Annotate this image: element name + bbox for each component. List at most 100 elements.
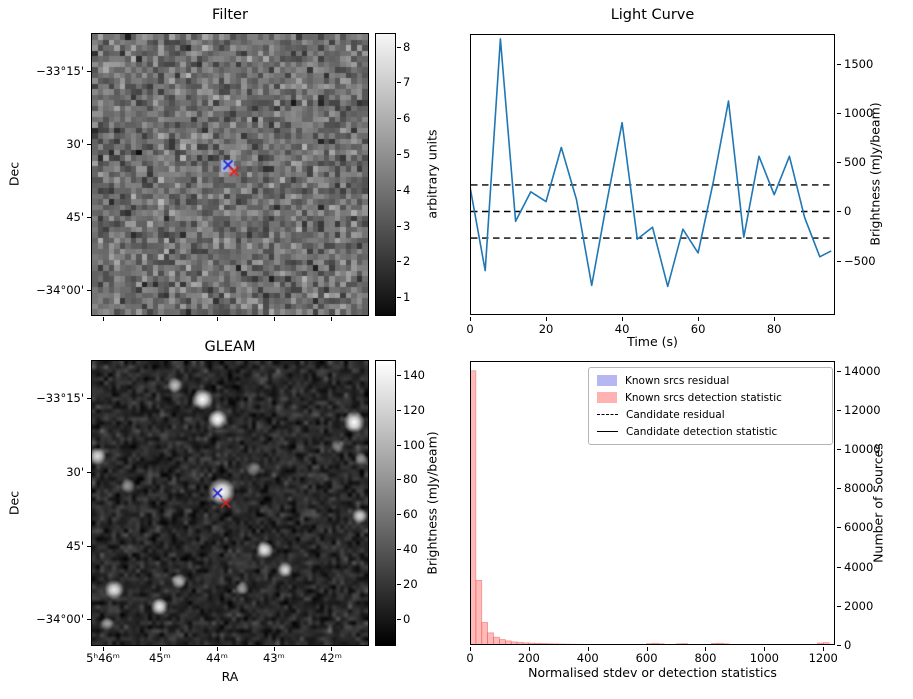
tick-mark [87,289,91,291]
gleam-xtick-label: 45ᵐ [148,651,171,665]
gleam-colorbar-label: Brightness (mJy/beam) [424,431,440,575]
tick-mark [837,645,841,646]
tick-mark [774,317,776,321]
filter-colorbar-tick-label: 8 [403,39,411,54]
histogram-xtick-label: 600 [635,651,658,665]
tick-mark [397,444,401,446]
histogram-ytick-label: 6000 [844,520,874,535]
gleam-ytick-label: 45' [66,538,84,553]
histogram-legend: Known srcs residual Known srcs detection… [588,367,833,445]
tick-mark [217,317,219,321]
histogram-ytick-label: 4000 [844,559,874,574]
legend-item: Known srcs residual [597,374,824,387]
tick-mark [470,647,471,651]
tick-mark [159,317,161,321]
gleam-colorbar-tick-label: 0 [403,611,411,626]
light-curve-ylabel: Brightness (mJy/beam) [867,102,883,246]
filter-colorbar-label: arbitrary units [424,129,440,219]
histogram-xtick-label: 0 [466,651,474,665]
light-curve-ytick-label: 1000 [844,105,874,120]
gleam-xtick-label: 44ᵐ [206,651,228,665]
histogram-xtick-label: 400 [576,651,599,665]
tick-mark [87,471,91,473]
gleam-colorbar-tick-label: 60 [403,507,418,522]
tick-mark [397,46,401,48]
tick-mark [397,409,401,411]
light-curve-plot [470,34,835,315]
filter-colorbar-tick-label: 1 [403,290,411,305]
tick-mark [273,647,275,651]
histogram-ytick-label: 2000 [844,598,874,613]
legend-label: Known srcs residual [625,374,730,387]
light-curve-title: Light Curve [610,7,695,23]
tick-mark [397,514,401,516]
gleam-colorbar-tick-label: 20 [403,577,418,592]
gleam-colorbar [375,360,396,646]
filter-colorbar-tick-label: 6 [403,111,411,126]
light-curve-ytick-label: −500 [844,253,876,268]
tick-mark [331,317,333,321]
tick-mark [837,162,841,164]
filter-ylabel: Dec [6,161,22,187]
gleam-colorbar-tick-label: 80 [403,472,418,487]
gleam-ytick-label: 30' [66,464,84,479]
light-curve-ytick-label: 0 [844,204,852,219]
histogram-ylabel: Number of Sources [870,443,886,563]
histogram-ytick-label: 12000 [844,402,881,417]
filter-noise-canvas [92,34,368,315]
histogram-ytick-label: 0 [844,638,852,652]
gleam-colorbar-canvas [376,361,395,645]
tick-mark [397,618,401,620]
gleam-colorbar-tick-label: 40 [403,542,418,557]
tick-mark [587,647,589,651]
tick-mark [87,397,91,399]
tick-mark [837,260,841,262]
tick-mark [698,317,700,321]
gleam-colorbar-tick-label: 120 [403,402,425,417]
tick-mark [397,374,401,376]
legend-swatch-candidate-detection [597,431,618,432]
filter-colorbar-canvas [376,34,395,315]
tick-mark [837,527,841,529]
tick-mark [397,584,401,586]
tick-mark [397,118,401,120]
tick-mark [273,317,275,321]
tick-mark [397,479,401,481]
tick-mark [217,647,219,651]
legend-item: Candidate detection statistic [597,425,824,438]
tick-mark [837,211,841,213]
filter-colorbar [375,33,396,316]
histogram-ytick-label: 10000 [844,442,881,457]
legend-swatch-known-srcs-residual [597,375,617,386]
light-curve-xtick-label: 40 [614,322,630,336]
gleam-sky-canvas [92,361,368,645]
tick-mark [87,619,91,621]
histogram-xlabel: Normalised stdev or detection statistics [528,665,777,680]
light-curve-xtick-label: 20 [538,322,554,336]
filter-colorbar-tick-label: 5 [403,146,411,161]
tick-mark [397,297,401,299]
tick-mark [546,317,548,321]
gleam-colorbar-tick-label: 140 [403,367,425,382]
tick-mark [837,370,841,372]
tick-mark [837,605,841,607]
tick-mark [103,647,105,651]
tick-mark [837,449,841,451]
gleam-xtick-label: 5ʰ46ᵐ [86,651,120,665]
legend-label: Candidate detection statistic [626,425,778,438]
gleam-xtick-label: 43ᵐ [262,651,285,665]
tick-mark [528,647,530,651]
light-curve-ytick-label: 500 [844,155,866,170]
light-curve-xtick-label: 80 [766,322,782,336]
tick-mark [87,545,91,547]
gleam-image [91,360,369,646]
filter-colorbar-tick-label: 2 [403,254,411,269]
tick-mark [87,143,91,145]
histogram-xtick-label: 1200 [808,651,838,665]
tick-mark [397,225,401,227]
legend-swatch-candidate-residual [597,414,618,415]
legend-item: Known srcs detection statistic [597,391,824,404]
gleam-xtick-label: 42ᵐ [320,651,342,665]
legend-item: Candidate residual [597,408,824,421]
